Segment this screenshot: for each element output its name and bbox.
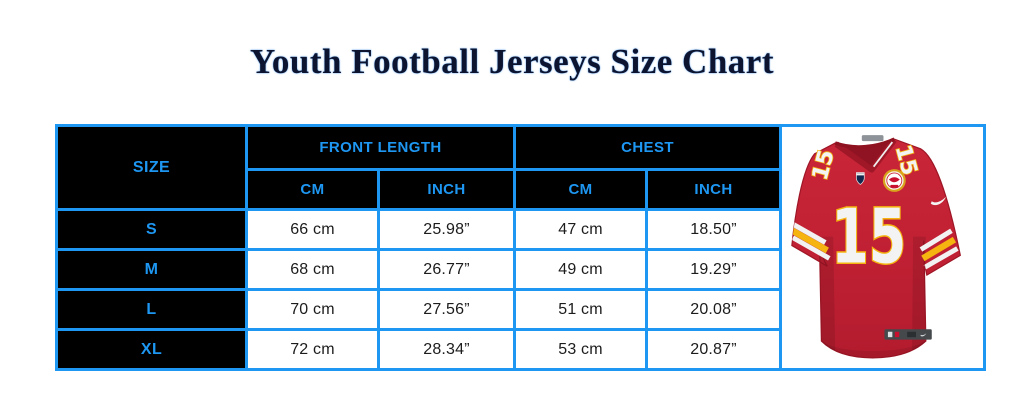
size-chart-table: SIZE FRONT LENGTH CHEST — [55, 124, 987, 371]
front-inch-cell: 25.98” — [376, 208, 517, 251]
size-cell: S — [55, 208, 248, 251]
jersey-image: 15 15 — [782, 127, 983, 368]
chest-cm-cell: 47 cm — [513, 208, 649, 251]
front-cm-cell: 66 cm — [245, 208, 380, 251]
front-cm-cell: 68 cm — [245, 248, 380, 291]
size-cell: M — [55, 248, 248, 291]
front-length-header: FRONT LENGTH — [244, 124, 517, 171]
size-cell: XL — [55, 328, 248, 371]
front-inch-cell: 27.56” — [376, 288, 517, 331]
size-cell: L — [55, 288, 248, 331]
front-cm-cell: 72 cm — [245, 328, 380, 371]
page-title: Youth Football Jerseys Size Chart — [250, 42, 774, 81]
table-row-m: M 68 cm 26.77” 49 cm 19.29” — [55, 248, 985, 291]
chest-cm-cell: 53 cm — [513, 328, 649, 371]
chest-cm-cell: 49 cm — [513, 248, 649, 291]
front-inch-cell: 26.77” — [376, 248, 517, 291]
nfl-shield-icon — [856, 172, 865, 185]
collar — [834, 137, 897, 173]
chest-inch-cell: 18.50” — [645, 208, 783, 251]
chest-inch-header: INCH — [645, 168, 783, 211]
sleeve-stripes — [791, 219, 959, 270]
hanger-loop — [861, 135, 884, 142]
chest-header: CHEST — [513, 124, 783, 171]
chest-inch-cell: 19.29” — [645, 248, 783, 291]
jersey-image-cell: 15 15 — [779, 124, 987, 371]
front-length-cm-header: CM — [245, 168, 380, 211]
chiefs-logo-patch — [882, 169, 906, 192]
jock-tag — [884, 329, 932, 340]
chest-inch-cell: 20.87” — [645, 328, 783, 371]
jersey-body — [791, 138, 962, 359]
front-cm-cell: 70 cm — [245, 288, 380, 331]
chest-cm-cell: 51 cm — [513, 288, 649, 331]
table-row-l: L 70 cm 27.56” 51 cm 20.08” — [55, 288, 985, 331]
table-row-s: S 66 cm 25.98” 47 cm 18.50” — [55, 208, 985, 251]
front-length-inch-header: INCH — [376, 168, 517, 211]
table-row-xl: XL 72 cm 28.34” 53 cm 20.87” — [55, 328, 985, 371]
size-chart-container: SIZE FRONT LENGTH CHEST — [55, 124, 987, 371]
nike-swoosh-icon — [930, 196, 947, 206]
jersey-illustration: 15 15 — [791, 135, 962, 359]
front-inch-cell: 28.34” — [376, 328, 517, 371]
chest-cm-header: CM — [513, 168, 649, 211]
jersey-number: 15 — [831, 192, 906, 280]
chest-inch-cell: 20.08” — [645, 288, 783, 331]
size-column-header: SIZE — [55, 124, 248, 211]
